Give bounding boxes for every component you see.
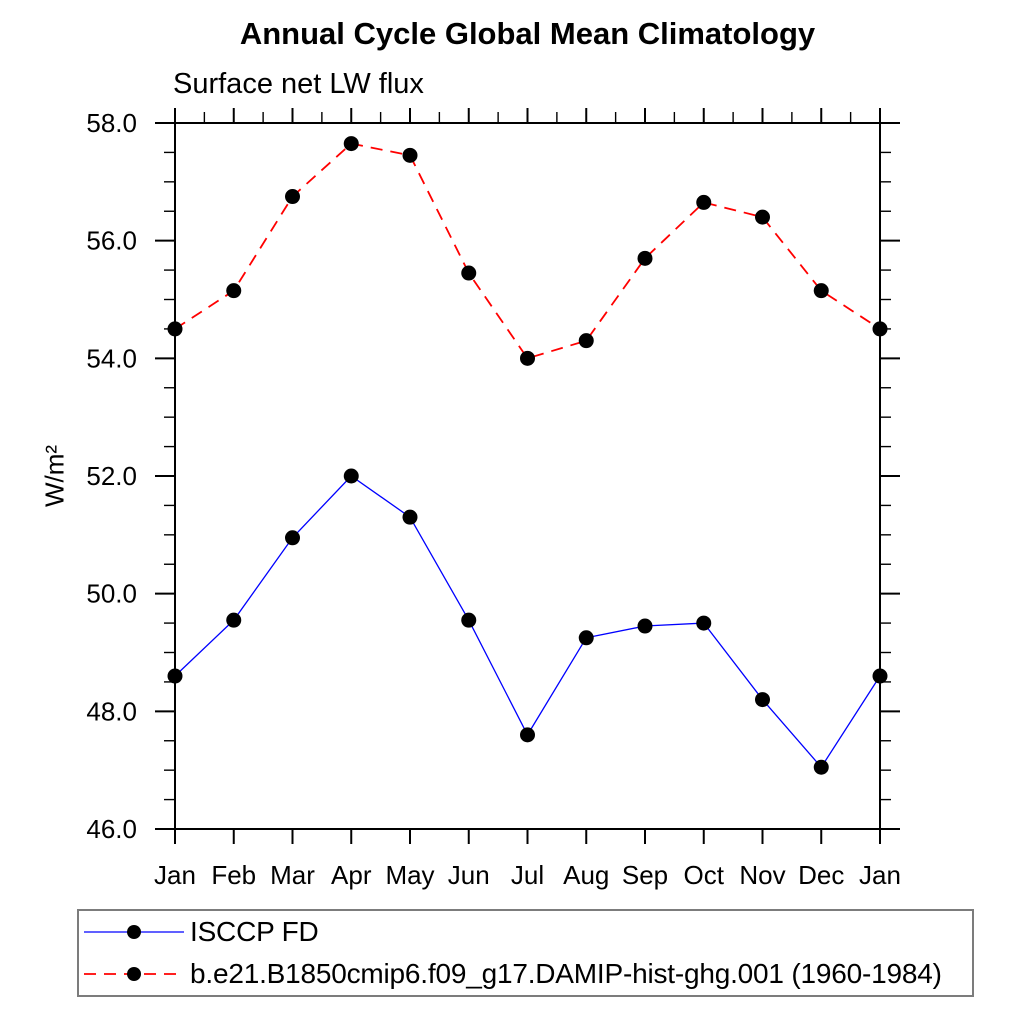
data-point-marker: [461, 612, 477, 628]
series-line-0: [174, 475, 881, 769]
legend-entry-isccp: ISCCP FD: [84, 912, 972, 952]
y-tick-label: 48.0: [86, 696, 137, 726]
y-tick-label: 54.0: [86, 343, 137, 373]
data-point-marker: [520, 727, 535, 743]
data-point-marker: [343, 136, 359, 152]
x-tick-labels: Jan Feb Mar Apr May Jun Jul Aug Sep Oct Nov Dec Jan: [154, 860, 901, 890]
y-tick-label: 46.0: [86, 814, 137, 844]
x-tick-label: Apr: [331, 860, 372, 890]
x-tick-label: Feb: [211, 860, 256, 890]
y-tick-label: 56.0: [86, 226, 137, 256]
data-point-marker: [461, 265, 477, 281]
data-point-marker: [578, 630, 594, 646]
data-point-marker: [696, 194, 712, 210]
y-tick-label: 50.0: [86, 579, 137, 609]
y-tick-labels: 46.0 48.0 50.0 52.0 54.0 56.0 58.0: [86, 108, 137, 844]
chart-subtitle: Surface net LW flux: [173, 68, 424, 100]
x-tick-label: May: [385, 860, 434, 890]
data-point-marker: [637, 618, 653, 634]
y-tick-label: 52.0: [86, 461, 137, 491]
data-point-marker: [402, 147, 418, 163]
data-point-marker: [520, 350, 535, 366]
data-point-marker: [285, 530, 300, 546]
plot-frame: [174, 122, 881, 830]
series-1: [167, 136, 888, 366]
legend-label-isccp: ISCCP FD: [190, 916, 319, 948]
data-point-marker: [226, 612, 242, 628]
data-point-marker: [872, 668, 888, 684]
data-point-marker: [343, 468, 359, 484]
x-tick-label: Mar: [270, 860, 315, 890]
data-point-marker: [167, 321, 183, 337]
x-tick-label: Aug: [563, 860, 609, 890]
legend-label-model: b.e21.B1850cmip6.f09_g17.DAMIP-hist-ghg.…: [190, 957, 942, 989]
x-tick-label: Nov: [739, 860, 785, 890]
data-point-marker: [285, 189, 300, 205]
chart-title: Annual Cycle Global Mean Climatology: [239, 16, 816, 51]
series-line-1: [174, 142, 881, 360]
legend-line-sample-model: [84, 966, 184, 981]
data-point-marker: [813, 759, 829, 775]
data-point-marker: [755, 209, 770, 225]
x-axis-ticks: [174, 108, 881, 844]
x-tick-label: Jan: [154, 860, 196, 890]
data-point-marker: [578, 333, 594, 349]
x-tick-label: Jul: [511, 860, 544, 890]
y-tick-label: 58.0: [86, 108, 137, 138]
legend-line-sample-isccp: [84, 925, 184, 940]
data-point-marker: [167, 668, 183, 684]
x-tick-label: Sep: [622, 860, 668, 890]
legend-entry-model: b.e21.B1850cmip6.f09_g17.DAMIP-hist-ghg.…: [84, 954, 972, 994]
data-point-marker: [402, 509, 418, 525]
data-point-marker: [755, 692, 770, 708]
data-point-marker: [226, 283, 242, 299]
x-tick-label: Jun: [448, 860, 490, 890]
y-axis-ticks: [155, 122, 900, 830]
x-tick-label: Oct: [684, 860, 725, 890]
series-0: [167, 468, 888, 775]
data-point-marker: [872, 321, 888, 337]
data-point-marker: [813, 283, 829, 299]
x-tick-label: Jan: [859, 860, 901, 890]
x-tick-label: Dec: [798, 860, 844, 890]
legend: ISCCP FD b.e21.B1850cmip6.f09_g17.DAMIP-…: [77, 909, 974, 997]
data-point-marker: [696, 615, 712, 631]
data-point-marker: [637, 250, 653, 266]
